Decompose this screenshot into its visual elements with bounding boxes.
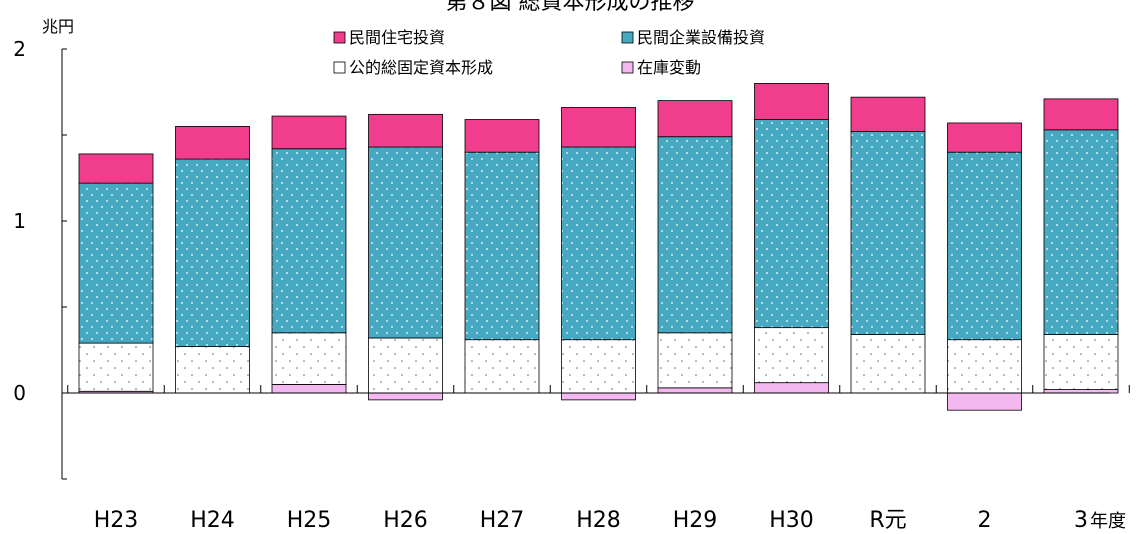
x-tick-label: H23 (94, 508, 139, 533)
legend-label-public-fixed-capital: 公的総固定資本形成 (349, 58, 493, 77)
bar-corporate-equipment-investment-10 (1043, 129, 1119, 335)
bar-corporate-equipment-investment-3 (368, 146, 443, 339)
bar-housing-investment-4 (464, 119, 540, 153)
bar-public-fixed-capital-2 (271, 332, 347, 385)
x-tick-label: 3 (1074, 508, 1088, 533)
x-tick-label: H28 (576, 508, 621, 533)
bar-corporate-equipment-investment-2 (271, 148, 347, 334)
bar-public-fixed-capital-9 (947, 339, 1022, 394)
x-tick-label: H30 (769, 508, 814, 533)
y-axis: 0 1 2 (13, 37, 67, 480)
legend-label-corporate-equipment-investment: 民間企業設備投資 (637, 28, 765, 47)
bar-inventory-change-2 (271, 383, 347, 394)
legend-swatch-corporate-equipment-investment (621, 31, 634, 44)
bar-public-fixed-capital-0 (78, 342, 154, 392)
bar-public-fixed-capital-5 (561, 339, 636, 394)
legend-label-housing-investment: 民間住宅投資 (349, 28, 445, 47)
bar-public-fixed-capital-8 (850, 334, 926, 394)
bar-corporate-equipment-investment-7 (754, 119, 829, 329)
x-tick-label: H27 (480, 508, 525, 533)
bar-housing-investment-3 (368, 113, 443, 148)
bar-public-fixed-capital-10 (1043, 334, 1119, 390)
legend-swatch-housing-investment (333, 31, 346, 44)
legend-swatch-inventory-change (621, 61, 634, 74)
x-axis-label: 年度 (1090, 511, 1126, 532)
bar-housing-investment-2 (271, 115, 347, 150)
unit-label: 兆円 (42, 17, 74, 36)
bar-inventory-change-5 (561, 392, 636, 401)
x-tick-label: 2 (978, 508, 992, 533)
bar-housing-investment-0 (78, 153, 154, 184)
x-axis: H23 H24 H25 H26 H27 H28 H29 H30 R元 2 3 (62, 385, 1130, 533)
bar-housing-investment-8 (850, 96, 926, 132)
bar-housing-investment-7 (754, 83, 829, 120)
bar-housing-investment-1 (175, 126, 250, 160)
bar-housing-investment-10 (1043, 98, 1119, 131)
legend-label-inventory-change: 在庫変動 (637, 58, 701, 77)
bars (78, 83, 1119, 411)
bar-public-fixed-capital-6 (657, 332, 733, 389)
y-tick-label: 2 (13, 37, 26, 61)
bar-housing-investment-6 (657, 100, 733, 138)
bar-inventory-change-9 (947, 392, 1022, 411)
legend-swatch-public-fixed-capital (333, 61, 346, 74)
bar-public-fixed-capital-4 (464, 339, 540, 394)
x-tick-label: H24 (190, 508, 235, 533)
bar-housing-investment-5 (561, 107, 636, 148)
x-tick-label: H29 (673, 508, 718, 533)
x-tick-label: R元 (869, 508, 906, 533)
bar-inventory-change-6 (657, 387, 733, 394)
bar-inventory-change-7 (754, 382, 829, 394)
y-tick-label: 1 (13, 209, 26, 233)
bar-corporate-equipment-investment-8 (850, 131, 926, 335)
bar-public-fixed-capital-1 (175, 346, 250, 394)
x-tick-label: H25 (287, 508, 332, 533)
bar-inventory-change-10 (1043, 389, 1119, 394)
chart-title: 第８図 総資本形成の推移 (446, 0, 695, 15)
bar-corporate-equipment-investment-0 (78, 182, 154, 344)
bar-public-fixed-capital-7 (754, 327, 829, 384)
bar-corporate-equipment-investment-9 (947, 151, 1022, 341)
x-tick-label: H26 (383, 508, 428, 533)
bar-public-fixed-capital-3 (368, 337, 443, 394)
bar-corporate-equipment-investment-5 (561, 146, 636, 341)
bar-corporate-equipment-investment-6 (657, 136, 733, 334)
bar-housing-investment-9 (947, 122, 1022, 153)
bar-inventory-change-3 (368, 392, 443, 401)
bar-corporate-equipment-investment-1 (175, 158, 250, 347)
y-tick-label: 0 (13, 381, 26, 405)
bar-corporate-equipment-investment-4 (464, 151, 540, 341)
